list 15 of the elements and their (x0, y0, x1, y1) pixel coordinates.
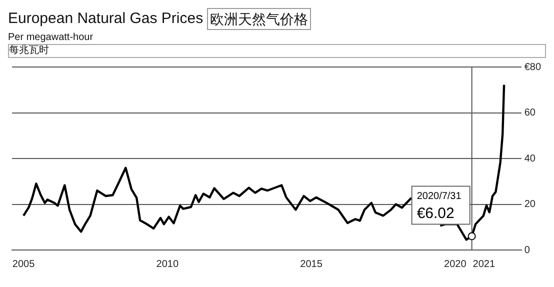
x-tick-label: 2010 (156, 258, 179, 270)
y-tick-label: 0 (524, 244, 530, 256)
chart-subtitle: Per megawatt-hour (8, 32, 94, 44)
y-tick-label: €80 (524, 62, 542, 73)
x-tick-label: 2005 (12, 258, 36, 270)
annotation: 2020/7/31 €6.02 (416, 191, 462, 222)
text: 每兆瓦时 (8, 44, 546, 58)
chart-title: European Natural Gas Prices (8, 9, 204, 29)
x-tick-label: 2021 (472, 258, 496, 270)
text: 欧洲天然气价格 (207, 8, 312, 30)
y-tick-label: 60 (524, 108, 536, 118)
x-tick-label: 2020 (444, 258, 467, 270)
x-tick-label: 2015 (300, 258, 323, 270)
y-tick-label: 20 (524, 199, 536, 210)
y-tick-label: 40 (524, 153, 536, 164)
